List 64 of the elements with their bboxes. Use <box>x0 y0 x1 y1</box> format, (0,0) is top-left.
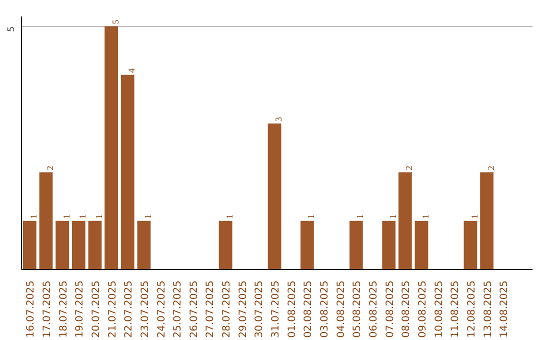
x-tick-label: 16.07.2025 <box>26 280 37 338</box>
bar <box>72 220 86 270</box>
data-label: 1 <box>61 214 72 219</box>
x-tick-label: 03.08.2025 <box>320 280 331 338</box>
bar <box>398 172 412 270</box>
x-tick-label: 22.07.2025 <box>124 280 135 338</box>
x-tick-label: 17.07.2025 <box>42 280 53 338</box>
data-label: 1 <box>78 214 88 219</box>
x-tick-label: 25.07.2025 <box>172 280 184 338</box>
data-label: 1 <box>388 214 398 219</box>
data-label: 1 <box>94 214 104 219</box>
x-tick-label: 04.08.2025 <box>336 280 347 338</box>
data-label: 1 <box>420 214 430 219</box>
x-tick-label: 11.08.2025 <box>450 280 462 338</box>
bar <box>414 220 428 270</box>
x-tick-label: 12.08.2025 <box>466 280 478 338</box>
x-tick-label: 24.07.2025 <box>156 280 168 338</box>
data-label: 2 <box>486 166 496 170</box>
x-tick-label: 31.07.2025 <box>270 280 282 338</box>
x-tick-label: 05.08.2025 <box>352 280 364 338</box>
x-tick-label: 30.07.2025 <box>254 280 266 338</box>
data-label: 3 <box>274 116 284 122</box>
x-tick-label: 27.07.2025 <box>205 280 216 338</box>
data-label: 1 <box>142 214 153 219</box>
x-tick-label: 07.08.2025 <box>384 280 396 338</box>
data-label: 5 <box>110 19 120 24</box>
x-tick-label: 10.08.2025 <box>434 280 445 338</box>
x-tick-label: 26.07.2025 <box>188 280 200 338</box>
data-label: 1 <box>28 214 39 219</box>
bar <box>480 172 494 270</box>
bar <box>22 220 36 270</box>
bar <box>382 220 396 270</box>
x-tick-label: 29.07.2025 <box>238 280 249 338</box>
x-tick-label: 08.08.2025 <box>401 280 412 338</box>
x-tick-label: 06.08.2025 <box>368 280 380 338</box>
bar <box>300 220 314 270</box>
bar <box>56 220 70 270</box>
x-tick-label: 18.07.2025 <box>58 280 70 338</box>
bar <box>39 172 53 270</box>
bar <box>88 220 102 270</box>
x-tick-label: 14.08.2025 <box>499 280 510 338</box>
data-label: 1 <box>355 214 366 219</box>
data-label: 1 <box>224 214 235 219</box>
data-label: 4 <box>126 68 137 73</box>
data-label: 2 <box>404 166 414 170</box>
data-label: 1 <box>306 214 316 219</box>
bar <box>268 124 282 270</box>
bar <box>349 220 363 270</box>
bar <box>120 74 134 270</box>
x-tick-label: 23.07.2025 <box>140 280 151 338</box>
data-label: 2 <box>44 166 55 170</box>
bar <box>137 220 151 270</box>
x-tick-label: 09.08.2025 <box>417 280 428 338</box>
bar <box>218 220 232 270</box>
bar <box>464 220 478 270</box>
x-tick-label: 19.07.2025 <box>74 280 86 338</box>
x-tick-label: 13.08.2025 <box>482 280 494 338</box>
x-tick-label: 02.08.2025 <box>303 280 314 338</box>
x-tick-label: 01.08.2025 <box>286 280 298 338</box>
x-tick-label: 20.07.2025 <box>90 280 102 338</box>
data-label: 1 <box>469 214 480 219</box>
x-tick-label: 28.07.2025 <box>222 280 233 338</box>
x-tick-label: 21.07.2025 <box>107 280 118 338</box>
bar <box>104 26 118 270</box>
